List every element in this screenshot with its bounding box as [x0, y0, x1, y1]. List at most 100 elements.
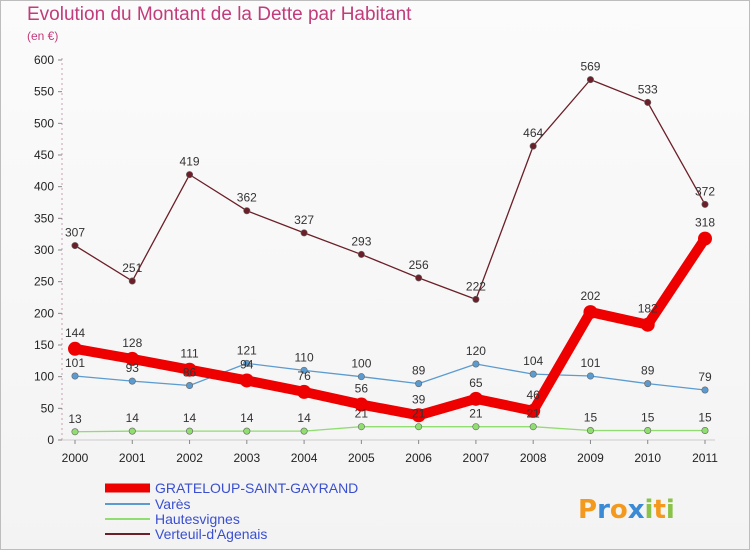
data-point: [586, 426, 594, 434]
data-point: [357, 373, 365, 381]
data-point: [71, 242, 79, 250]
series-lines: [68, 76, 712, 436]
y-tick-label: 50: [41, 401, 55, 415]
data-label: 79: [698, 370, 712, 384]
data-label: 362: [237, 191, 257, 205]
y-tick-label: 550: [34, 85, 54, 99]
data-point: [529, 423, 537, 431]
data-point: [472, 423, 480, 431]
brand-letter: r: [597, 495, 610, 525]
data-label: 56: [355, 382, 369, 396]
data-point: [243, 359, 251, 367]
data-label: 307: [65, 226, 85, 240]
data-point: [186, 382, 194, 390]
data-point: [128, 427, 136, 435]
data-label: 14: [240, 411, 254, 425]
y-tick-label: 250: [34, 275, 54, 289]
data-point: [644, 426, 652, 434]
data-label: 372: [695, 184, 715, 198]
y-tick-label: 450: [34, 148, 54, 162]
data-point: [415, 274, 423, 282]
legend-label: Varès: [155, 496, 191, 512]
data-point: [300, 366, 308, 374]
data-label: 120: [466, 344, 486, 358]
data-point: [186, 427, 194, 435]
y-tick-label: 200: [34, 306, 54, 320]
data-label: 251: [122, 261, 142, 275]
x-tick-label: 2011: [692, 451, 718, 465]
data-label: 144: [65, 326, 85, 340]
data-point: [239, 373, 254, 388]
data-label: 419: [180, 155, 200, 169]
data-point: [186, 171, 194, 179]
data-label: 89: [641, 364, 655, 378]
data-label: 39: [412, 392, 426, 406]
data-label: 15: [698, 411, 712, 425]
data-label: 89: [412, 364, 426, 378]
data-point: [640, 317, 655, 332]
data-point: [586, 372, 594, 380]
series-line-0: [70, 233, 710, 421]
data-point: [468, 391, 483, 406]
data-point: [357, 423, 365, 431]
brand-letter: x: [628, 495, 645, 525]
brand-letter: i: [666, 495, 675, 525]
data-label: 93: [126, 361, 140, 375]
data-label: 100: [351, 357, 371, 371]
chart-title: Evolution du Montant de la Dette par Hab…: [27, 4, 412, 25]
y-tick-label: 350: [34, 211, 54, 225]
data-label: 21: [355, 407, 369, 421]
data-label: 104: [523, 354, 543, 368]
data-label: 533: [638, 82, 658, 96]
data-label: 15: [584, 411, 598, 425]
legend-label: Verteuil-d'Agenais: [155, 526, 267, 542]
data-point: [68, 341, 82, 356]
data-label: 128: [122, 336, 142, 350]
data-point: [472, 295, 480, 303]
brand-letter: o: [610, 495, 628, 525]
data-label: 13: [68, 412, 82, 426]
y-tick-label: 600: [34, 53, 54, 67]
axes: 0 50 100 150 200 250 300 350 400 450 500 550 600 2000…: [34, 53, 718, 465]
data-point: [297, 384, 312, 399]
data-label: 21: [527, 407, 541, 421]
data-point: [586, 76, 594, 84]
data-label: 76: [297, 369, 311, 383]
x-tick-label: 2007: [463, 451, 490, 465]
data-label: 111: [180, 347, 199, 361]
data-point: [243, 427, 251, 435]
brand-letter: i: [645, 495, 654, 525]
data-point: [701, 386, 709, 394]
data-point: [529, 370, 537, 378]
x-tick-label: 2006: [405, 451, 432, 465]
data-point: [128, 277, 136, 285]
data-label: 222: [466, 279, 486, 293]
series-line-2: [74, 426, 706, 433]
data-label: 110: [295, 350, 314, 364]
data-labels: 307 251 419 362 327 293 256 222 464 569 533 372 101 9…: [65, 60, 715, 426]
data-point: [300, 427, 308, 435]
data-point: [644, 380, 652, 388]
y-tick-label: 0: [47, 433, 54, 447]
x-tick-label: 2001: [119, 451, 146, 465]
data-label: 15: [641, 411, 655, 425]
data-point: [300, 229, 308, 237]
y-tick-label: 500: [34, 116, 54, 130]
data-point: [698, 231, 712, 246]
data-label: 256: [409, 258, 429, 272]
data-point: [529, 142, 537, 150]
x-tick-label: 2002: [176, 451, 203, 465]
data-label: 65: [469, 376, 483, 390]
data-label: 464: [523, 126, 543, 140]
data-label: 293: [351, 234, 371, 248]
data-point: [701, 426, 709, 434]
x-tick-label: 2005: [348, 451, 375, 465]
series-line-3: [74, 78, 706, 301]
x-tick-label: 2003: [233, 451, 260, 465]
data-label: 46: [527, 388, 541, 402]
legend-label: Hautesvignes: [155, 511, 240, 527]
legend: GRATELOUP-SAINT-GAYRANDVarèsHautesvignes…: [105, 480, 358, 542]
data-label: 14: [297, 411, 311, 425]
